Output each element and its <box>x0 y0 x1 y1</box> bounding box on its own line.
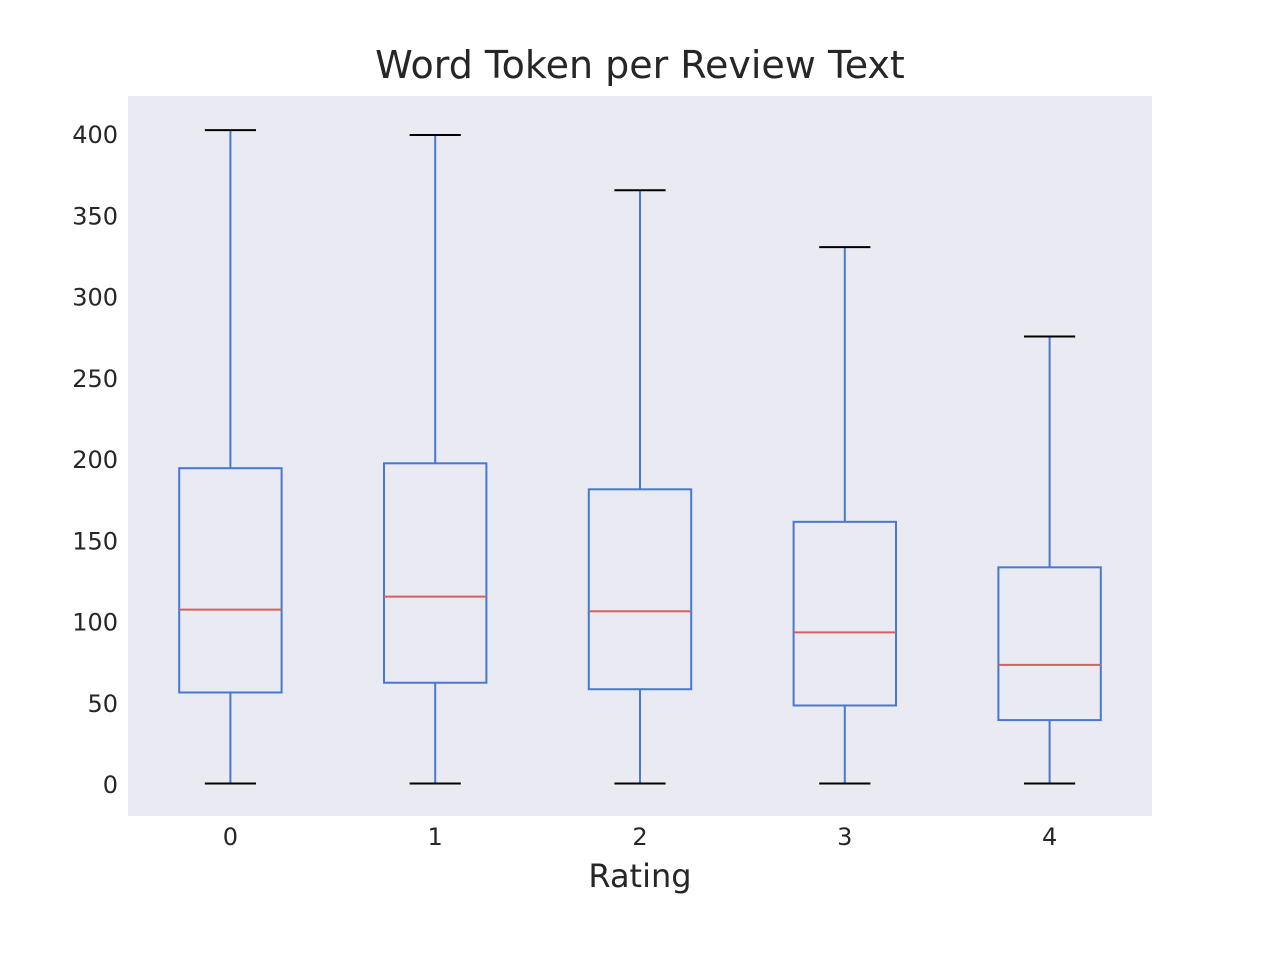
y-tick-label: 250 <box>72 365 118 393</box>
iqr-box <box>383 462 488 684</box>
iqr-box <box>997 566 1102 722</box>
y-tick-label: 100 <box>72 609 118 637</box>
y-tick-label: 400 <box>72 121 118 149</box>
box-4 <box>997 335 1102 785</box>
boxes-group <box>178 129 1102 785</box>
chart-title: Word Token per Review Text <box>375 43 905 87</box>
box-2 <box>587 189 693 785</box>
y-tick-label: 150 <box>72 527 118 555</box>
box-1 <box>383 134 488 785</box>
y-tick-label: 50 <box>87 690 118 718</box>
x-tick-label: 2 <box>632 823 647 851</box>
y-axis-ticks: 0 50 100 150 200 250 300 350 400 <box>72 121 118 799</box>
x-tick-label: 0 <box>223 823 238 851</box>
y-tick-label: 300 <box>72 284 118 312</box>
box-3 <box>792 246 897 785</box>
x-axis-label: Rating <box>588 857 691 895</box>
iqr-box <box>792 520 897 707</box>
x-axis-ticks: 0 1 2 3 4 <box>223 823 1057 851</box>
y-tick-label: 200 <box>72 446 118 474</box>
iqr-box <box>587 488 693 691</box>
x-tick-label: 4 <box>1042 823 1057 851</box>
iqr-box <box>178 467 283 694</box>
box-0 <box>178 129 283 785</box>
y-tick-label: 0 <box>103 771 118 799</box>
x-tick-label: 1 <box>428 823 443 851</box>
x-tick-label: 3 <box>837 823 852 851</box>
y-tick-label: 350 <box>72 202 118 230</box>
